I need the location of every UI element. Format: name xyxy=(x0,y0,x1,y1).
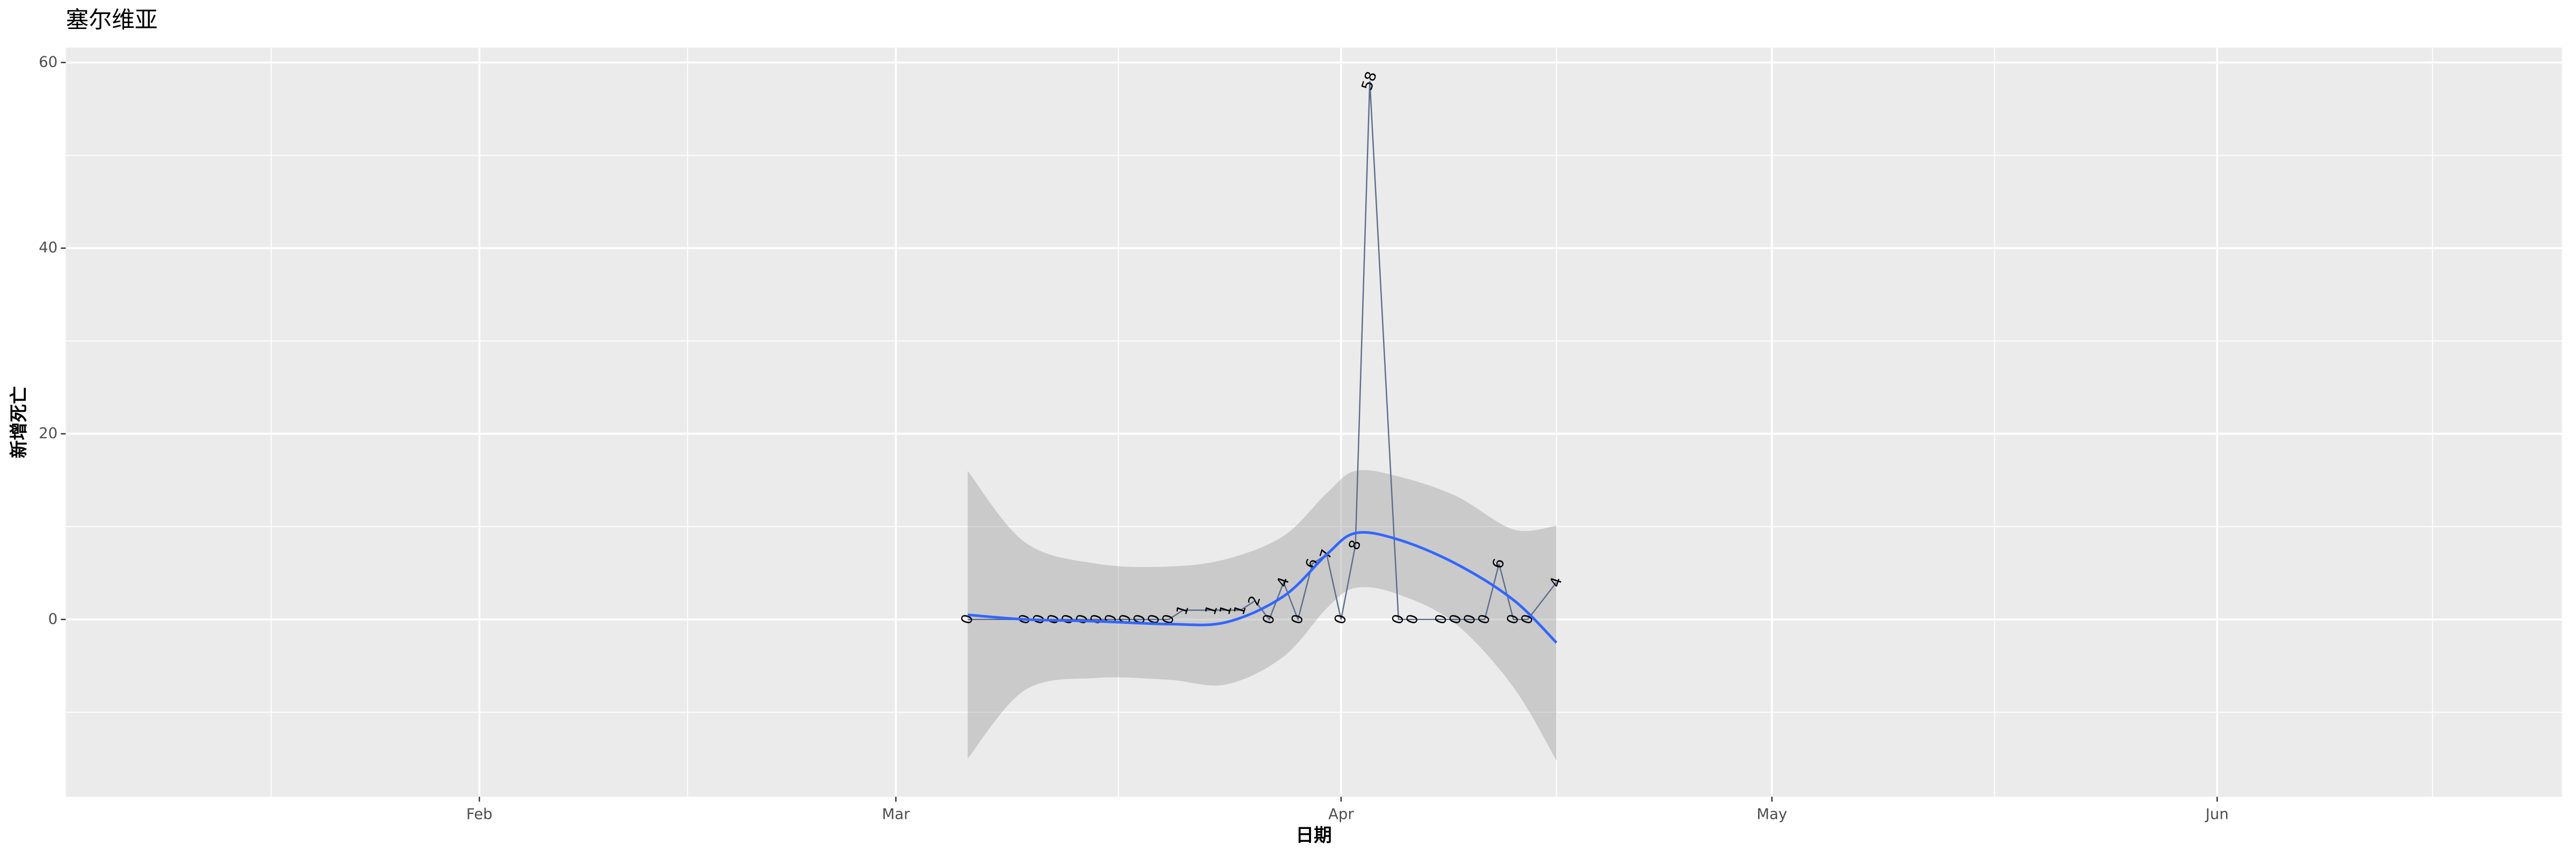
y-tick-label: 0 xyxy=(48,610,58,628)
x-tick-label: Feb xyxy=(466,806,493,823)
y-tick-label: 20 xyxy=(39,425,57,442)
panel xyxy=(65,47,2562,797)
data-line xyxy=(968,81,1557,622)
x-axis-title: 日期 xyxy=(1296,825,1331,846)
x-tick-label: Mar xyxy=(882,806,910,823)
x-tick-label: Apr xyxy=(1328,806,1354,823)
x-tick-label: May xyxy=(1757,806,1787,823)
y-axis-title: 新增死亡 xyxy=(8,386,29,458)
x-tick-label: Jun xyxy=(2205,806,2229,823)
chart-title: 塞尔维亚 xyxy=(66,6,158,33)
y-tick-label: 40 xyxy=(39,239,57,256)
y-tick-label: 60 xyxy=(39,53,57,70)
smooth-line xyxy=(967,531,1558,644)
